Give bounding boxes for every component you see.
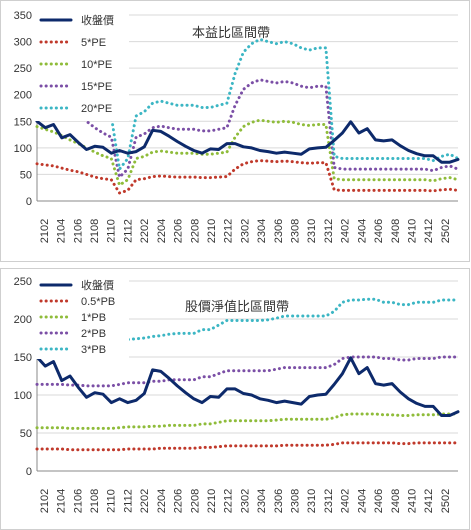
legend-label: 3*PB bbox=[81, 344, 106, 356]
x-tick-label: 2208 bbox=[189, 219, 201, 243]
series-line-0 bbox=[35, 355, 460, 417]
y-tick-label: 0 bbox=[26, 196, 32, 208]
series-line-4 bbox=[35, 37, 460, 171]
x-tick-label: 2412 bbox=[423, 219, 435, 243]
x-tick-label: 2112 bbox=[122, 489, 134, 513]
x-tick-label: 2110 bbox=[106, 489, 118, 513]
series-line-3 bbox=[35, 78, 460, 179]
x-tick-label: 2502 bbox=[440, 219, 452, 243]
y-tick-label: 0 bbox=[26, 466, 32, 478]
x-tick-label: 2308 bbox=[290, 489, 302, 513]
pb-band-chart: 0 50 100 150 200 250 2102 2104 2106 2108 2110 2112 2… bbox=[14, 273, 460, 513]
y-tick-label: 150 bbox=[14, 352, 32, 364]
y-tick-label: 350 bbox=[14, 10, 32, 22]
x-tick-label: 2310 bbox=[306, 489, 318, 513]
legend-label: 收盤價 bbox=[81, 13, 114, 27]
legend-label: 10*PE bbox=[81, 59, 112, 71]
x-tick-label: 2102 bbox=[39, 219, 51, 243]
x-tick-label: 2312 bbox=[323, 219, 335, 243]
x-tick-label: 2310 bbox=[306, 219, 318, 243]
x-tick-label: 2502 bbox=[440, 489, 452, 513]
x-tick-label: 2212 bbox=[223, 219, 235, 243]
y-tick-label: 100 bbox=[14, 390, 32, 402]
series-line-0 bbox=[35, 119, 460, 164]
x-tick-label: 2204 bbox=[156, 489, 168, 513]
x-tick-label: 2202 bbox=[139, 489, 151, 513]
x-tick-label: 2304 bbox=[256, 489, 268, 513]
y-tick-label: 50 bbox=[20, 428, 32, 440]
series-line-2 bbox=[35, 412, 460, 430]
x-tick-label: 2402 bbox=[340, 219, 352, 243]
pe-band-chart: 0 50 100 150 200 250 300 350 2102 2104 2106 2108 211… bbox=[14, 5, 460, 243]
x-tick-label: 2104 bbox=[56, 489, 68, 513]
x-tick-label: 2204 bbox=[156, 219, 168, 243]
x-tick-label: 2302 bbox=[239, 219, 251, 243]
x-tick-label: 2306 bbox=[273, 489, 285, 513]
x-tick-label: 2408 bbox=[390, 219, 402, 243]
series-line-3 bbox=[35, 355, 460, 388]
x-tick-label: 2208 bbox=[189, 489, 201, 513]
x-tick-label: 2408 bbox=[390, 489, 402, 513]
x-tick-label: 2112 bbox=[122, 219, 134, 243]
series-line-1 bbox=[35, 159, 460, 195]
x-tick-label: 2304 bbox=[256, 219, 268, 243]
x-tick-label: 2108 bbox=[89, 489, 101, 513]
legend-label: 15*PE bbox=[81, 81, 112, 93]
x-tick-label: 2104 bbox=[56, 219, 68, 243]
x-tick-label: 2404 bbox=[356, 489, 368, 513]
x-tick-label: 2108 bbox=[89, 219, 101, 243]
x-tick-label: 2106 bbox=[72, 489, 84, 513]
series-line-1 bbox=[35, 441, 460, 452]
y-tick-label: 100 bbox=[14, 143, 32, 155]
y-tick-label: 200 bbox=[14, 314, 32, 326]
x-tick-label: 2210 bbox=[206, 219, 218, 243]
x-tick-label: 2202 bbox=[139, 219, 151, 243]
y-tick-label: 200 bbox=[14, 90, 32, 102]
x-tick-label: 2110 bbox=[106, 219, 118, 243]
x-tick-label: 2406 bbox=[373, 489, 385, 513]
x-tick-label: 2210 bbox=[206, 489, 218, 513]
x-tick-label: 2212 bbox=[223, 489, 235, 513]
x-tick-label: 2410 bbox=[406, 219, 418, 243]
x-tick-label: 2306 bbox=[273, 219, 285, 243]
series-line-2 bbox=[35, 118, 460, 187]
x-tick-label: 2406 bbox=[373, 219, 385, 243]
y-tick-label: 250 bbox=[14, 276, 32, 288]
x-tick-label: 2302 bbox=[239, 489, 251, 513]
x-tick-label: 2102 bbox=[39, 489, 51, 513]
legend-label: 20*PE bbox=[81, 103, 112, 115]
x-tick-label: 2308 bbox=[290, 219, 302, 243]
legend-label: 2*PB bbox=[81, 328, 106, 340]
x-tick-label: 2410 bbox=[406, 489, 418, 513]
x-tick-label: 2404 bbox=[356, 219, 368, 243]
x-tick-label: 2106 bbox=[72, 219, 84, 243]
chart-title: 本益比區間帶 bbox=[192, 25, 270, 40]
y-tick-label: 300 bbox=[14, 37, 32, 49]
x-tick-label: 2312 bbox=[323, 489, 335, 513]
x-tick-label: 2206 bbox=[173, 489, 185, 513]
y-tick-label: 250 bbox=[14, 63, 32, 75]
y-tick-label: 50 bbox=[20, 169, 32, 181]
legend-label: 5*PE bbox=[81, 37, 106, 49]
y-tick-label: 150 bbox=[14, 116, 32, 128]
legend-label: 收盤價 bbox=[81, 278, 114, 292]
x-tick-label: 2412 bbox=[423, 489, 435, 513]
pe-band-chart-panel: 0 50 100 150 200 250 300 350 2102 2104 2106 2108 211… bbox=[0, 0, 470, 262]
pb-band-chart-panel: 0 50 100 150 200 250 2102 2104 2106 2108 2110 2112 2… bbox=[0, 268, 470, 530]
x-tick-label: 2402 bbox=[340, 489, 352, 513]
x-tick-label: 2206 bbox=[173, 219, 185, 243]
chart-title: 股價淨值比區間帶 bbox=[185, 299, 289, 314]
legend-label: 1*PB bbox=[81, 312, 106, 324]
legend-label: 0.5*PB bbox=[81, 296, 115, 308]
